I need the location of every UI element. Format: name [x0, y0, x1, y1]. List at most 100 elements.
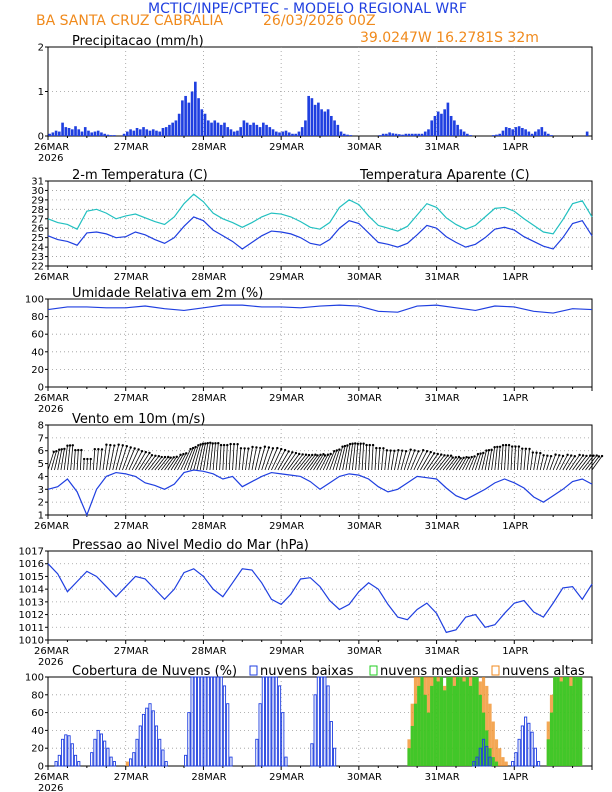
precip-bar — [48, 133, 51, 136]
wind-arrow-head — [307, 453, 311, 457]
y-tick-label: 22 — [31, 262, 44, 273]
precip-bar — [414, 133, 417, 136]
wind-arrow-head — [338, 448, 341, 451]
precip-bar — [271, 129, 275, 136]
wind-arrow — [436, 455, 449, 471]
y-tick-label: 25 — [31, 233, 44, 244]
wind-arrow — [543, 455, 548, 471]
precip-bar — [537, 129, 540, 136]
x-date-label: 27MAR — [114, 772, 149, 783]
cloud-mid-bar — [494, 761, 499, 766]
wind-arrow — [261, 447, 270, 471]
y-tick-label: 26 — [31, 224, 44, 235]
wind-arrow-head — [333, 450, 336, 453]
precip-bar — [333, 120, 336, 136]
wind-arrow — [549, 454, 556, 471]
x-date-label: 30MAR — [347, 142, 382, 153]
precip-bar — [498, 133, 502, 136]
y-tick-label: 3 — [38, 485, 44, 496]
wind-arrow-head — [66, 444, 69, 447]
cloud-low-bar — [206, 676, 210, 767]
wind-arrow — [177, 453, 187, 471]
x-date-label: 27MAR — [114, 272, 149, 283]
wind-arrow-head — [443, 454, 446, 457]
wind-arrow-head — [433, 452, 436, 455]
cloud-low-bar — [129, 758, 133, 767]
y-tick-label: 1012 — [19, 610, 44, 621]
precip-bar — [543, 131, 547, 136]
wind-arrow — [335, 446, 343, 471]
cloud-high-bar — [125, 761, 129, 766]
precip-bar — [64, 127, 68, 136]
wind-arrow-head — [179, 453, 182, 457]
wind-arrow — [471, 453, 479, 471]
wind-arrow — [83, 459, 85, 471]
wind-arrow — [225, 445, 228, 471]
wind-arrow — [206, 442, 211, 471]
cloud-mid-bar — [465, 677, 469, 766]
wind-arrow-head — [57, 448, 61, 451]
cloud-high-bar — [501, 757, 505, 766]
y-tick-label: 0 — [38, 762, 44, 773]
x-date-label: 28MAR — [191, 393, 226, 404]
wind-arrow-head — [401, 449, 404, 452]
wind-arrow-head — [421, 449, 425, 452]
precip-bar — [504, 127, 508, 136]
wind-arrow — [284, 452, 297, 471]
cloud-mid-bar — [556, 677, 560, 766]
wind-arrow — [413, 450, 424, 471]
cloud-low-bar — [520, 725, 524, 767]
pressure-line — [47, 563, 593, 634]
cloud-low-bar — [229, 756, 233, 767]
wind-arrow — [47, 451, 55, 471]
panel-title: Umidade Relativa em 2m (%) — [72, 286, 263, 301]
precip-bar — [320, 109, 323, 136]
wind-arrow-head — [150, 454, 154, 457]
wind-arrow-head — [219, 443, 223, 447]
cloud-low-bar — [219, 676, 223, 767]
wind-arrow — [112, 444, 120, 471]
wind-arrow — [219, 445, 222, 471]
wind-arrow-head — [346, 444, 349, 447]
precip-bar — [410, 133, 414, 136]
x-date-label: 29MAR — [269, 272, 304, 283]
cloud-low-bar — [112, 761, 116, 767]
wind-arrow-head — [440, 453, 443, 456]
wind-arrow-head — [595, 454, 598, 457]
precip-bar — [155, 130, 158, 136]
wind-arrow-head — [211, 442, 214, 445]
wind-arrow-head — [554, 453, 557, 456]
wind-arrow — [297, 454, 310, 471]
wind-arrow — [86, 459, 88, 471]
wind-arrow — [161, 457, 171, 471]
precip-bar — [326, 109, 330, 136]
cloud-mid-bar — [446, 677, 450, 766]
x-date-label: 28MAR — [191, 646, 226, 657]
wind-arrow — [420, 451, 432, 471]
x-date-label: 26MAR — [34, 646, 69, 657]
wind-arrow-head — [470, 455, 473, 459]
wind-arrow-head — [267, 446, 271, 449]
y-tick-label: 2 — [38, 498, 44, 509]
cloud-mid-bar — [549, 712, 554, 766]
precip-bar — [459, 129, 463, 136]
cloud-low-bar — [333, 747, 337, 767]
precip-bar — [274, 131, 278, 136]
precip-bar — [511, 129, 514, 136]
wind-arrow — [345, 444, 351, 471]
wind-arrow — [429, 454, 442, 471]
precip-bar — [401, 134, 404, 136]
cloud-low-bar — [514, 752, 518, 767]
wind-arrow-head — [329, 452, 332, 456]
cloud-low-bar — [310, 743, 314, 767]
wind-arrow — [539, 455, 545, 471]
wind-arrow — [403, 449, 412, 471]
wind-arrow — [251, 447, 257, 471]
cloud-mid-bar — [478, 694, 482, 766]
wind-arrow — [54, 449, 60, 471]
cloud-low-bar — [184, 754, 188, 767]
cloud-low-bar — [268, 676, 272, 767]
wind-arrow-head — [561, 454, 565, 458]
precip-bar — [294, 133, 298, 136]
precip-bar — [54, 130, 58, 136]
